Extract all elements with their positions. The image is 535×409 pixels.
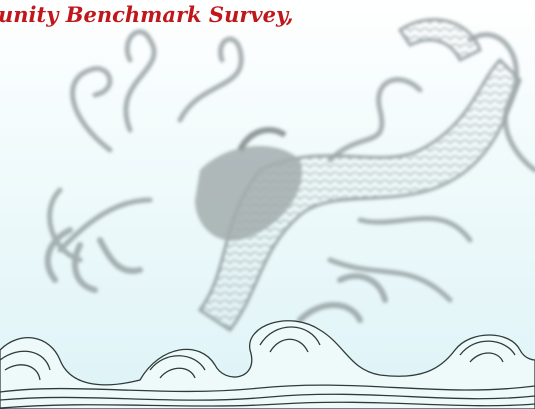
waves (0, 320, 535, 409)
slide-heading: unity Benchmark Survey, (0, 2, 294, 27)
dragon (44, 18, 535, 333)
